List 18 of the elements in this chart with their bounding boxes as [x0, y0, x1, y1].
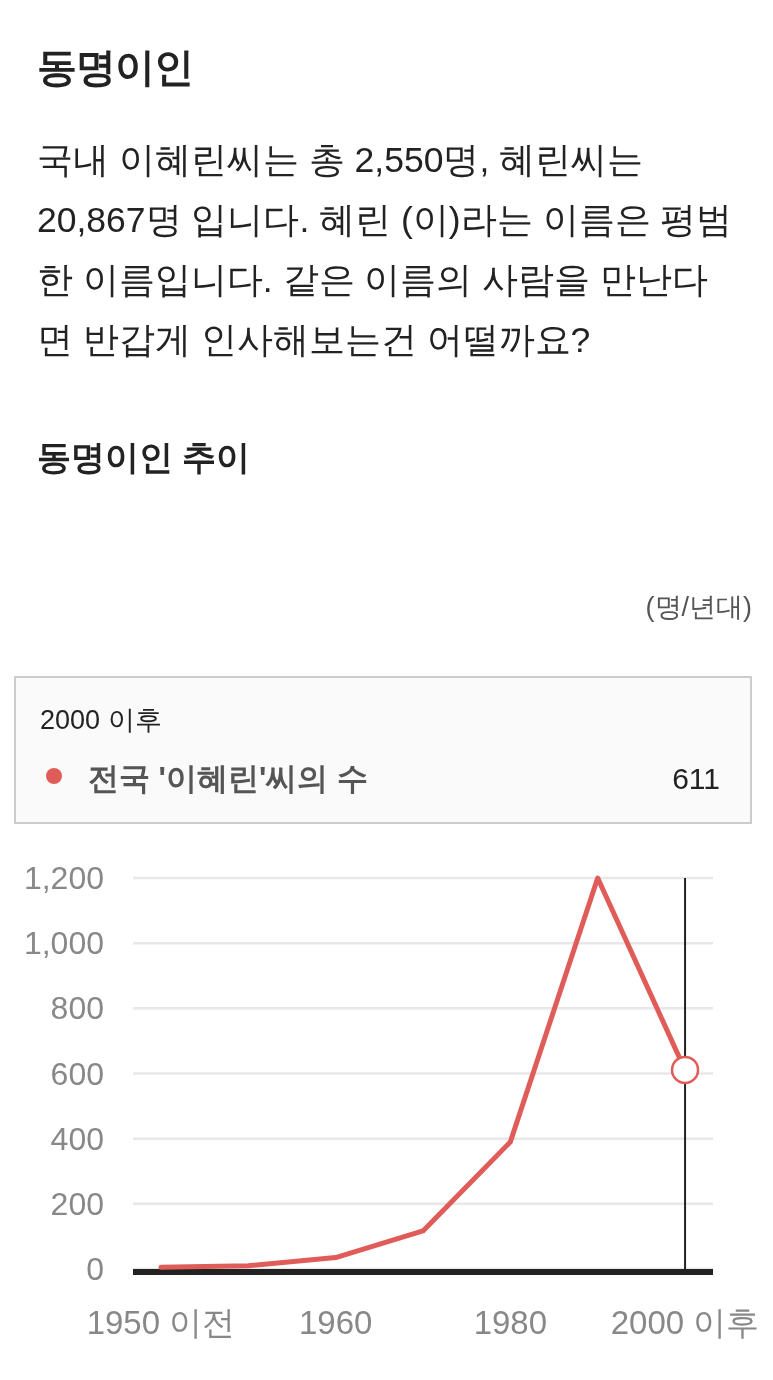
y-tick-label: 1,000 [23, 925, 104, 962]
text: (명/년대) [645, 592, 752, 622]
chart-title: 동명이인 [37, 44, 193, 91]
legend-title: 2000 이후 [40, 705, 162, 735]
text: 동명이인 추이 [37, 438, 251, 476]
y-tick-label: 800 [50, 990, 104, 1027]
y-tick-label: 0 [86, 1251, 104, 1287]
y-tick-label: 200 [50, 1185, 104, 1222]
x-tick-label: 1950 이전 [86, 1303, 236, 1341]
text: 611 [672, 761, 720, 795]
chart-subtitle: 국내 이혜린씨는 총 2,550명, 혜린씨는 20,867명 입니다. 혜린 (이)라는 이름은 평범한 이름입니다. 같은 이름의 사람을 만난다면 반갑게 인사해보는건 어떨까요? [37, 139, 734, 362]
y-tick-label: 600 [50, 1055, 104, 1092]
x-tick-label: 1980 [473, 1303, 548, 1341]
legend-label: 전국 '이혜린'씨의 수 [88, 760, 368, 796]
x-tick-label: 2000 이후 [610, 1303, 760, 1341]
x-tick-label: 1960 [298, 1303, 373, 1341]
y-tick-label: 400 [50, 1120, 104, 1157]
y-tick-label: 1,200 [23, 860, 104, 896]
